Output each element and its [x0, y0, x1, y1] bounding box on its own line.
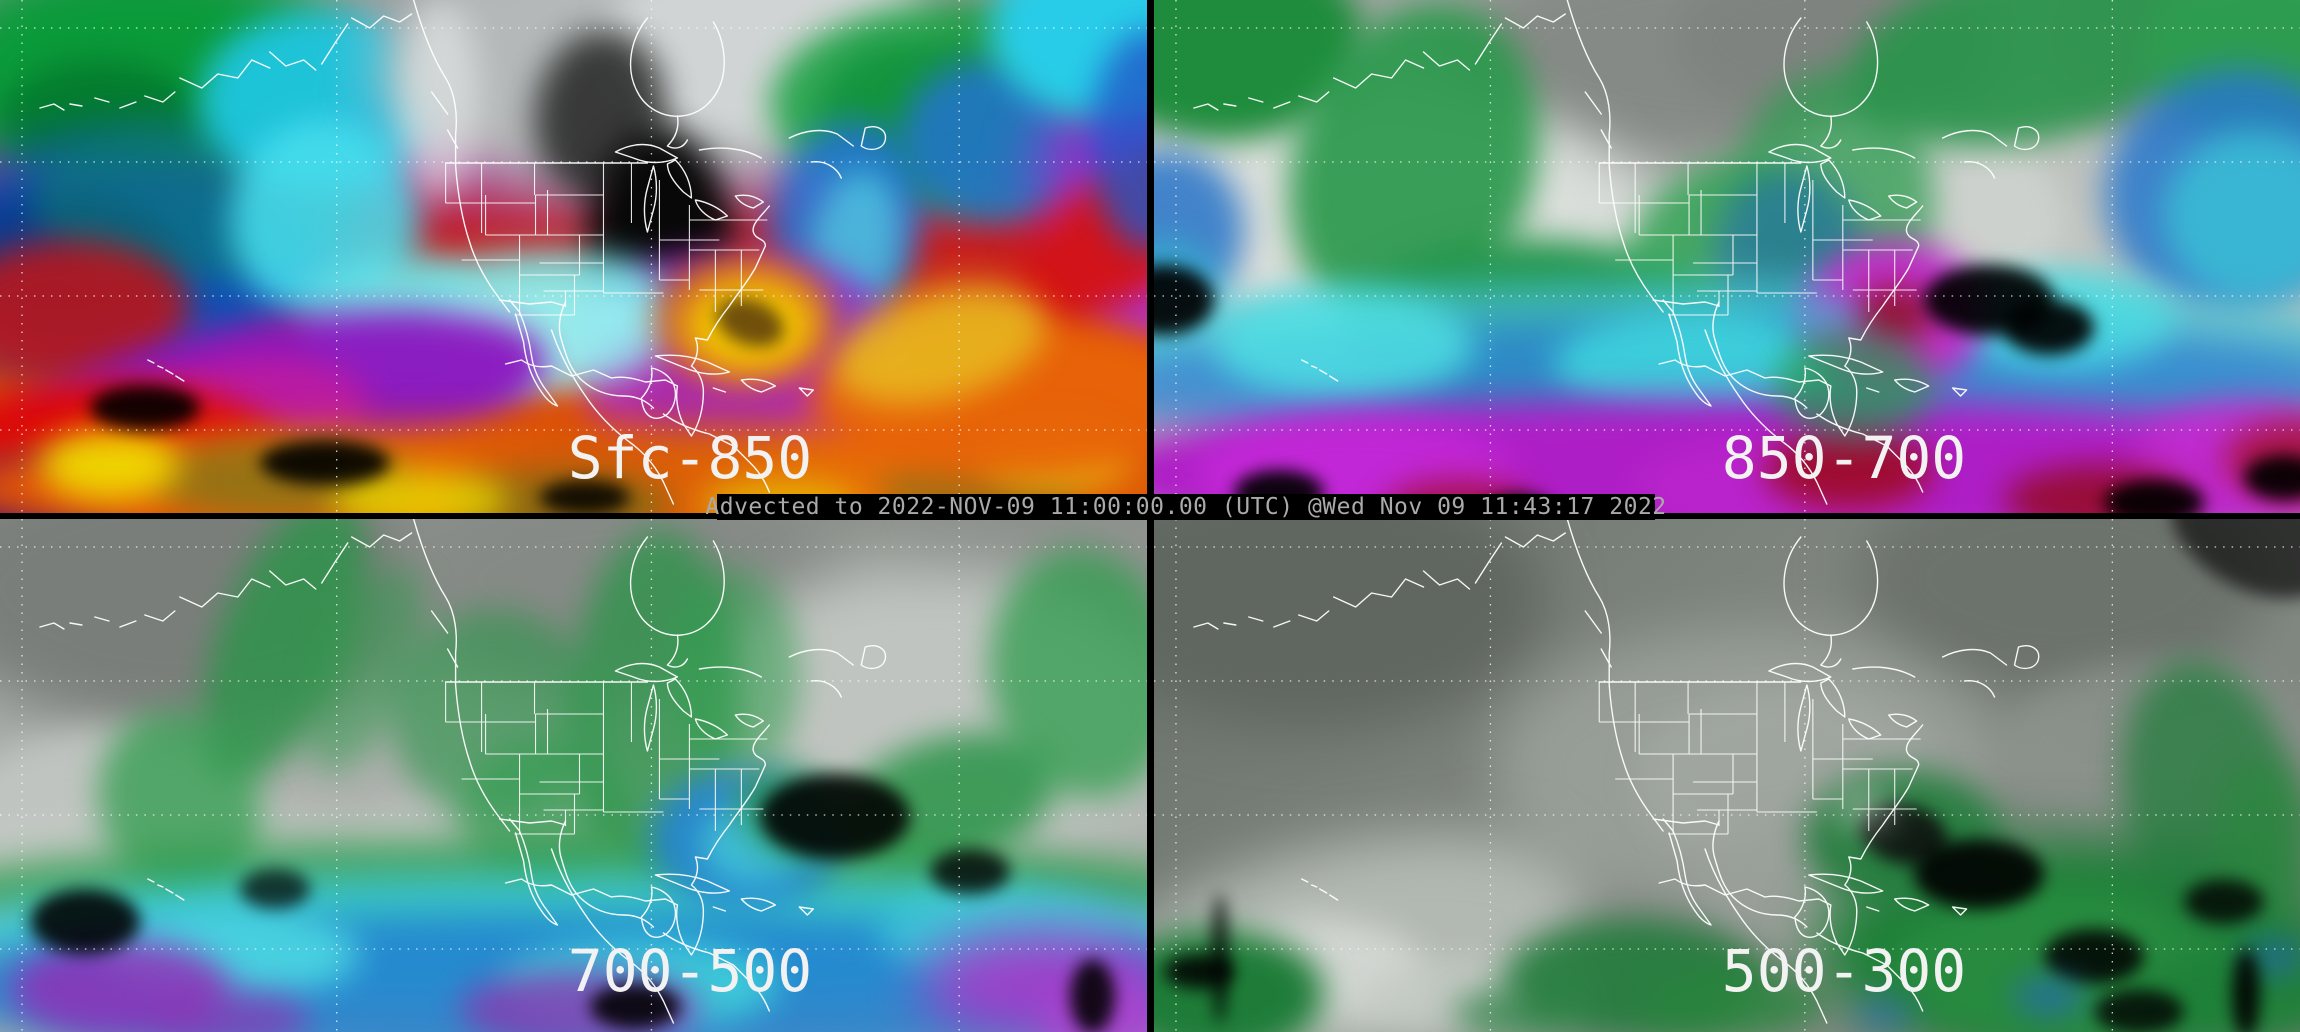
map-overlay — [1154, 519, 2300, 1032]
state-borders — [445, 682, 768, 835]
latlon-grid — [1154, 519, 2300, 1032]
state-borders — [1598, 682, 1921, 835]
panel-500-300: 500-300 — [1154, 519, 2300, 1032]
moisture-field-art — [1154, 519, 2300, 1032]
coastlines — [1193, 519, 2040, 1024]
state-borders — [445, 163, 768, 316]
latlon-grid — [0, 0, 1147, 513]
coastlines — [1193, 0, 2040, 505]
panel-label-700-500: 700-500 — [567, 937, 813, 1005]
moisture-field-art — [0, 0, 1147, 513]
panel-700-500: 700-500 — [0, 519, 1147, 1032]
coastlines — [39, 519, 887, 1024]
map-overlay — [0, 0, 1147, 513]
timestamp-text: Advected to 2022-NOV-09 11:00:00.00 (UTC… — [705, 494, 1667, 520]
map-overlay — [0, 519, 1147, 1032]
state-borders — [1598, 163, 1921, 316]
panel-sfc-850: Sfc-850 — [0, 0, 1147, 513]
panel-label-sfc-850: Sfc-850 — [567, 424, 813, 492]
map-overlay-svg — [1154, 0, 2300, 513]
moisture-field-art — [0, 519, 1147, 1032]
map-overlay — [1154, 0, 2300, 513]
map-overlay-svg — [0, 0, 1147, 513]
coastlines — [39, 0, 887, 505]
map-overlay-svg — [1154, 519, 2300, 1032]
latlon-grid — [1154, 0, 2300, 513]
timestamp-bar: Advected to 2022-NOV-09 11:00:00.00 (UTC… — [705, 494, 1666, 520]
panel-label-850-700: 850-700 — [1721, 424, 1967, 492]
map-overlay-svg — [0, 519, 1147, 1032]
panel-850-700: 850-700 — [1154, 0, 2300, 513]
latlon-grid — [0, 519, 1147, 1032]
panel-label-500-300: 500-300 — [1721, 937, 1967, 1005]
